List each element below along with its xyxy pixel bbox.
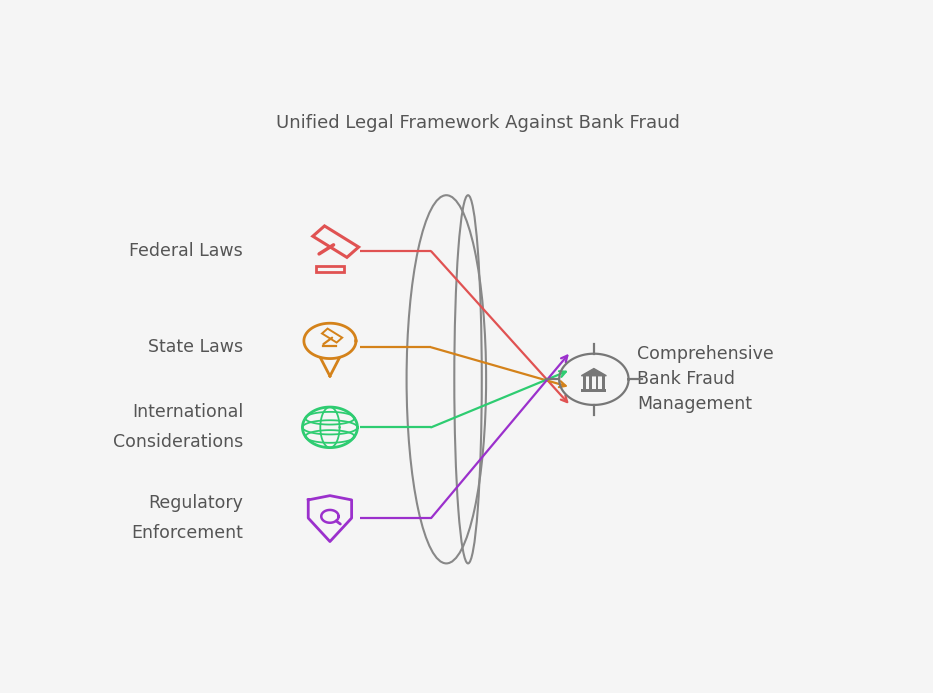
Text: Unified Legal Framework Against Bank Fraud: Unified Legal Framework Against Bank Fra… xyxy=(276,114,680,132)
Bar xyxy=(590,376,592,389)
Bar xyxy=(602,376,605,389)
Text: Federal Laws: Federal Laws xyxy=(130,243,244,261)
Text: Enforcement: Enforcement xyxy=(132,524,244,542)
Text: Comprehensive
Bank Fraud
Management: Comprehensive Bank Fraud Management xyxy=(637,345,774,413)
Text: Considerations: Considerations xyxy=(113,433,244,451)
Text: International: International xyxy=(132,403,244,421)
Bar xyxy=(581,389,606,392)
Text: Regulatory: Regulatory xyxy=(148,494,244,512)
Text: State Laws: State Laws xyxy=(148,338,244,356)
Polygon shape xyxy=(581,369,606,376)
Bar xyxy=(583,376,586,389)
Bar xyxy=(595,376,598,389)
